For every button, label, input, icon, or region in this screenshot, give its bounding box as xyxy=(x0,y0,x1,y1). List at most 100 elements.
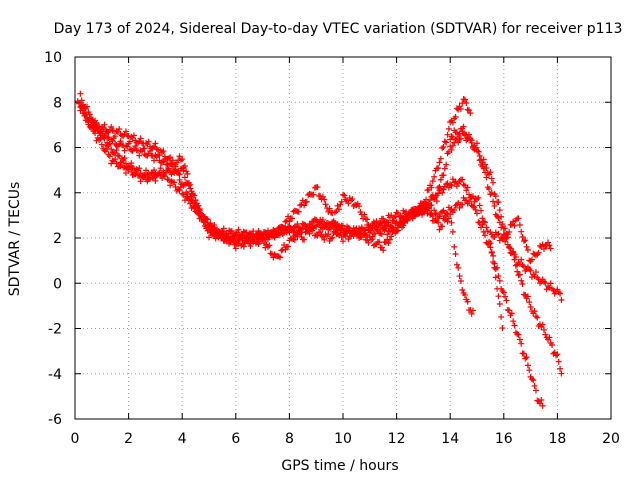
data-point xyxy=(380,215,387,222)
data-point xyxy=(441,138,448,145)
data-point xyxy=(380,247,387,254)
data-point xyxy=(251,234,258,241)
data-point xyxy=(382,239,389,246)
data-point xyxy=(472,144,479,151)
data-point xyxy=(443,210,450,217)
data-point xyxy=(440,172,447,179)
data-point xyxy=(118,159,125,166)
data-point xyxy=(145,176,152,183)
data-point xyxy=(165,165,172,172)
data-point xyxy=(236,236,243,243)
data-point xyxy=(478,224,485,231)
data-point xyxy=(464,298,471,305)
data-point xyxy=(93,124,100,131)
data-point xyxy=(534,314,541,321)
data-point xyxy=(335,232,342,239)
data-point xyxy=(455,139,462,146)
data-point xyxy=(491,202,498,209)
data-point xyxy=(527,267,534,274)
data-point xyxy=(204,227,211,234)
data-point xyxy=(232,245,239,252)
data-point xyxy=(364,216,371,223)
data-point xyxy=(322,201,329,208)
x-tick-label: 10 xyxy=(334,431,352,447)
data-point xyxy=(252,233,259,240)
data-point xyxy=(539,241,546,248)
y-tick-label: -4 xyxy=(48,367,62,383)
data-point xyxy=(459,286,466,293)
data-point xyxy=(176,187,183,194)
data-point xyxy=(448,219,455,226)
data-point xyxy=(516,222,523,229)
data-point xyxy=(121,155,128,162)
data-point xyxy=(231,241,238,248)
data-point xyxy=(542,331,549,338)
data-point xyxy=(536,242,543,249)
data-point xyxy=(264,236,271,243)
data-point xyxy=(122,160,129,167)
data-point xyxy=(278,229,285,236)
data-point xyxy=(279,230,286,237)
data-point xyxy=(469,307,476,314)
data-point xyxy=(267,230,274,237)
data-point xyxy=(456,177,463,184)
data-point xyxy=(541,246,547,253)
data-point xyxy=(464,184,471,191)
data-point xyxy=(116,141,123,148)
data-point xyxy=(80,101,87,108)
data-point xyxy=(117,138,124,145)
data-point xyxy=(541,326,547,333)
data-point xyxy=(538,397,545,404)
data-point xyxy=(277,254,284,261)
data-point xyxy=(465,107,472,114)
data-point xyxy=(149,145,156,152)
data-point xyxy=(482,161,489,168)
data-point xyxy=(546,242,553,249)
data-point xyxy=(121,147,128,154)
data-point xyxy=(238,242,245,249)
data-point xyxy=(515,331,522,338)
data-point xyxy=(334,230,341,237)
data-point xyxy=(338,198,345,205)
data-point xyxy=(181,163,188,170)
data-point xyxy=(494,231,501,238)
data-point xyxy=(84,103,91,110)
data-point xyxy=(173,168,180,175)
data-point xyxy=(116,125,123,132)
data-point xyxy=(512,262,519,269)
data-point xyxy=(323,224,330,231)
data-point xyxy=(350,233,357,240)
data-point xyxy=(132,143,139,150)
data-point xyxy=(181,174,188,181)
data-point xyxy=(177,157,184,164)
data-point xyxy=(321,236,328,243)
data-point xyxy=(151,167,158,174)
data-point xyxy=(180,167,187,174)
data-point xyxy=(467,110,474,117)
data-point xyxy=(463,100,470,107)
series-track-4 xyxy=(80,110,476,317)
data-point xyxy=(499,235,506,242)
data-point xyxy=(314,184,321,191)
data-point xyxy=(428,184,435,191)
data-point xyxy=(519,262,526,269)
data-point xyxy=(455,180,462,187)
data-point xyxy=(122,128,129,135)
data-point xyxy=(514,268,521,275)
data-point xyxy=(532,269,539,276)
data-point xyxy=(340,191,346,198)
data-point xyxy=(499,325,506,332)
data-point xyxy=(449,228,456,235)
data-point xyxy=(490,198,497,205)
data-point xyxy=(460,123,467,130)
data-point xyxy=(515,215,522,222)
data-point xyxy=(527,304,534,311)
data-point xyxy=(523,354,530,361)
data-point xyxy=(532,313,539,320)
data-point xyxy=(192,202,199,209)
data-point xyxy=(289,215,296,222)
data-point xyxy=(554,351,561,358)
data-point xyxy=(524,293,531,300)
data-point xyxy=(443,139,450,146)
data-point xyxy=(112,156,119,163)
